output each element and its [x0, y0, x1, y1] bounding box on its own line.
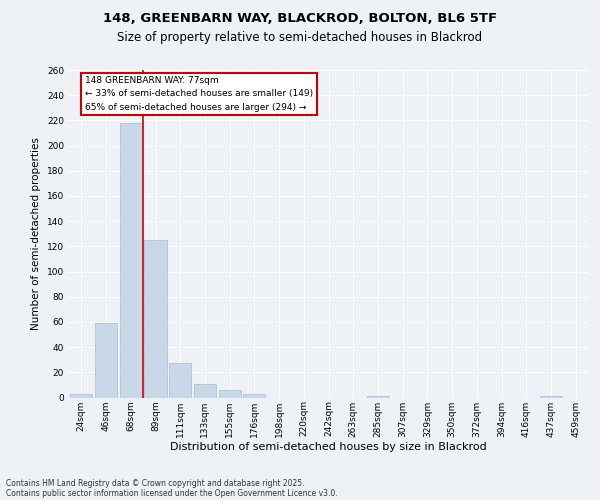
Text: Contains public sector information licensed under the Open Government Licence v3: Contains public sector information licen… [6, 488, 338, 498]
Y-axis label: Number of semi-detached properties: Number of semi-detached properties [31, 138, 41, 330]
Text: 148 GREENBARN WAY: 77sqm
← 33% of semi-detached houses are smaller (149)
65% of : 148 GREENBARN WAY: 77sqm ← 33% of semi-d… [85, 76, 313, 112]
Text: 148, GREENBARN WAY, BLACKROD, BOLTON, BL6 5TF: 148, GREENBARN WAY, BLACKROD, BOLTON, BL… [103, 12, 497, 26]
Bar [70, 394, 92, 398]
Bar [243, 394, 265, 398]
Bar [169, 364, 191, 398]
Text: Contains HM Land Registry data © Crown copyright and database right 2025.: Contains HM Land Registry data © Crown c… [6, 478, 305, 488]
Bar [119, 123, 142, 398]
X-axis label: Distribution of semi-detached houses by size in Blackrod: Distribution of semi-detached houses by … [170, 442, 487, 452]
Bar [194, 384, 216, 398]
Bar [145, 240, 167, 398]
Text: Size of property relative to semi-detached houses in Blackrod: Size of property relative to semi-detach… [118, 31, 482, 44]
Bar [540, 396, 562, 398]
Bar [367, 396, 389, 398]
Bar [95, 323, 117, 398]
Bar [218, 390, 241, 398]
